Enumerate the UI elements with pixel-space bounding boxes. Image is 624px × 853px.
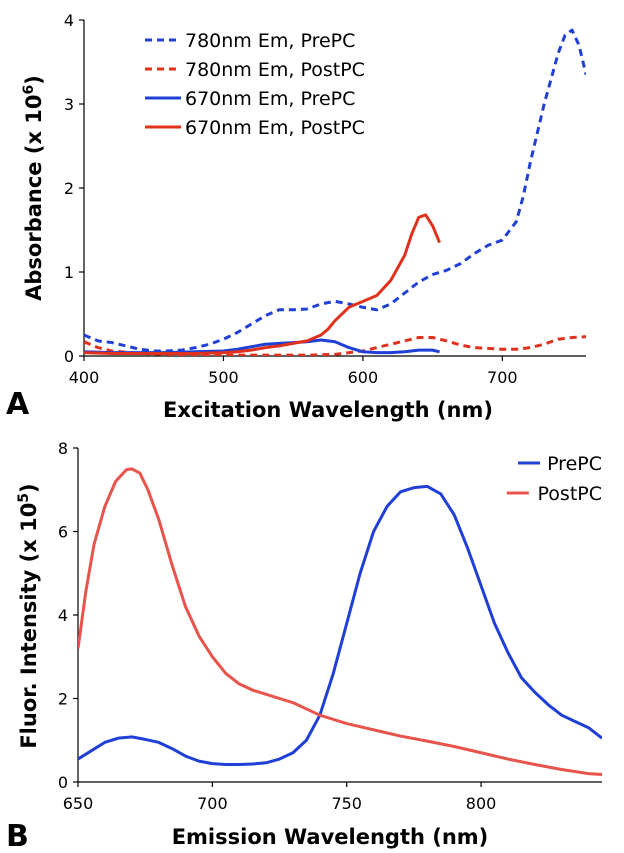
panel-a-series-line-1 — [84, 28, 586, 353]
panel-a-legend-label-3: 670nm Em, PrePC — [185, 88, 355, 110]
panel-b-y-tick-label: 6 — [58, 523, 68, 542]
panel-a-legend-label-4: 670nm Em, PostPC — [185, 117, 365, 139]
panel-b-series-line-1 — [78, 484, 602, 766]
panel-a-x-axis-title: Excitation Wavelength (nm) — [163, 398, 493, 422]
panel-b-y-tick-label: 4 — [58, 606, 68, 625]
panel-a-y-tick-label: 3 — [64, 95, 74, 114]
panel-b-series-line-2 — [78, 467, 602, 776]
panel-a-legend-label-2: 780nm Em, PostPC — [185, 59, 365, 81]
panel-b-x-tick-label: 750 — [331, 794, 362, 813]
panel-b-y-axis-title: Fluor. Intensity (x 105) — [16, 483, 41, 748]
panel-b-x-tick-label: 700 — [197, 794, 228, 813]
panel-a-y-tick-label: 0 — [64, 347, 74, 366]
panel-a-series-line-4 — [84, 213, 441, 355]
panel-b-legend-label-1: PrePC — [547, 453, 602, 475]
panel-b-legend-label-2: PostPC — [538, 483, 602, 505]
panel-b-y-tick-label: 8 — [58, 439, 68, 458]
panel-a-x-tick-label: 500 — [208, 368, 239, 387]
panel-a-legend-label-1: 780nm Em, PrePC — [185, 30, 355, 52]
panel-a-letter: A — [6, 387, 30, 422]
panel-a-y-tick-label: 2 — [64, 179, 74, 198]
panel-a-y-tick-label: 1 — [64, 263, 74, 282]
panel-b-y-tick-label: 2 — [58, 690, 68, 709]
panel-a-x-tick-label: 600 — [348, 368, 379, 387]
panel-b-x-tick-label: 650 — [63, 794, 94, 813]
panel-a-y-axis-title: Absorbance (x 106) — [21, 75, 46, 301]
panel-a-x-tick-label: 400 — [69, 368, 100, 387]
panel-a-x-tick-label: 700 — [487, 368, 518, 387]
panel-b-x-axis-title: Emission Wavelength (nm) — [172, 825, 489, 849]
panel-b-letter: B — [6, 819, 29, 853]
panel-b-y-tick-label: 0 — [58, 773, 68, 792]
panel-a-y-tick-label: 4 — [64, 11, 74, 30]
panel-b-x-tick-label: 800 — [466, 794, 497, 813]
